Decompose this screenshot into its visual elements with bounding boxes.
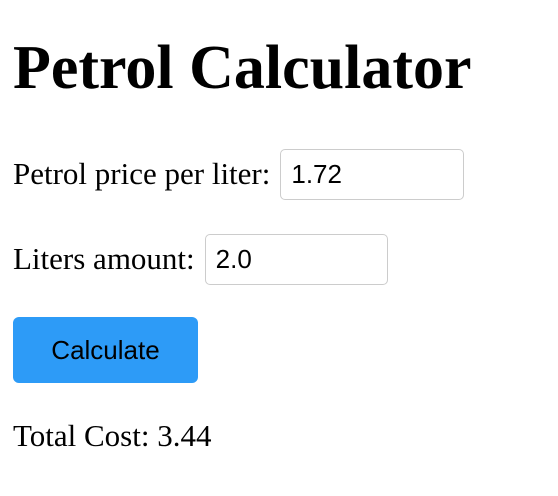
total-cost-value: 3.44 (157, 418, 212, 453)
calculate-button[interactable]: Calculate (13, 317, 198, 383)
total-cost-result: Total Cost: 3.44 (13, 414, 211, 458)
price-label: Petrol price per liter: (13, 156, 271, 191)
total-cost-label: Total Cost: (13, 418, 150, 453)
liters-input[interactable] (204, 233, 388, 285)
page-title: Petrol Calculator (13, 34, 472, 102)
liters-label: Liters amount: (13, 241, 195, 276)
price-input[interactable] (280, 148, 465, 200)
liters-row: Liters amount: (13, 233, 388, 285)
price-row: Petrol price per liter: (13, 148, 465, 200)
